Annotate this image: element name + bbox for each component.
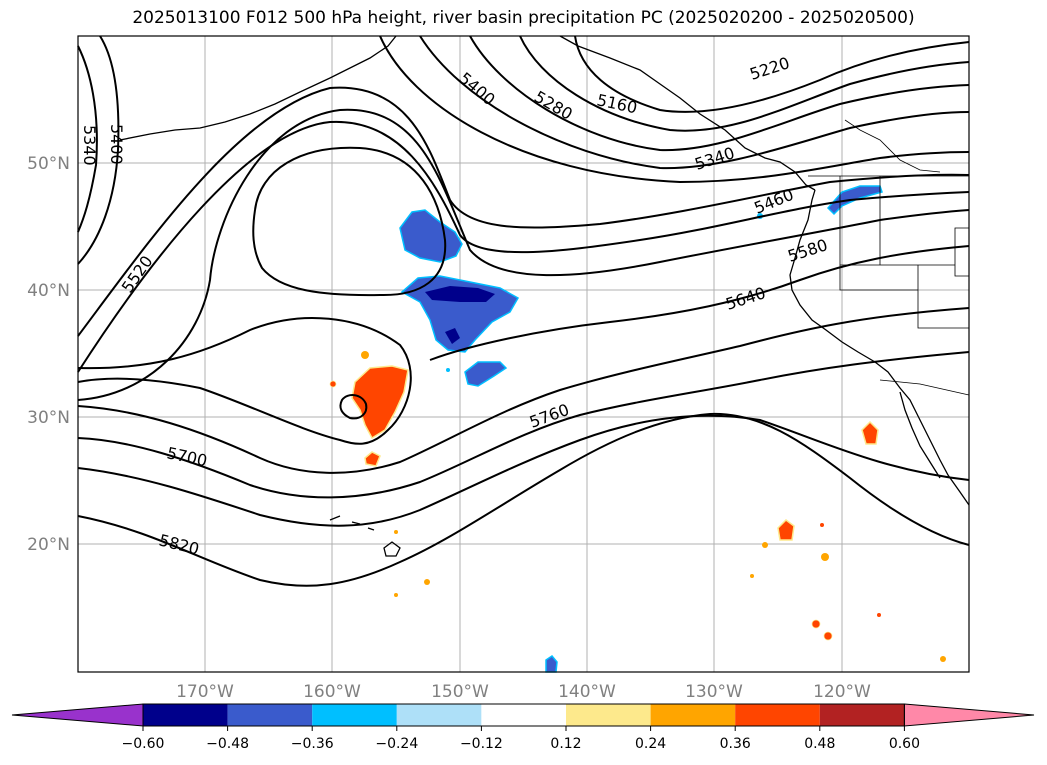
colorbar-segment — [481, 704, 566, 726]
precip-positive-area — [861, 420, 879, 445]
contour-inner-low — [252, 146, 447, 297]
precip-positive-dot — [877, 613, 881, 617]
precip-positive-dot — [750, 574, 754, 578]
precip-positive-dot — [811, 619, 821, 629]
precip-positive-dot — [823, 631, 833, 641]
precip-positive-dot — [361, 351, 369, 359]
baja-peninsula — [899, 391, 941, 479]
precip-strong-negative-area — [445, 328, 460, 344]
colorbar-tick-label: 0.24 — [635, 736, 666, 752]
state-lines — [839, 176, 970, 329]
contour-5820 — [77, 414, 970, 527]
lon-label: 150°W — [431, 682, 489, 702]
aleutian-islands — [119, 35, 397, 141]
colorbar-tick-label: −0.48 — [206, 736, 249, 752]
coastlines — [119, 35, 970, 557]
contour-5760 — [77, 351, 970, 499]
canada-interior — [844, 119, 941, 173]
precip-negative-area — [545, 655, 558, 673]
contour-5640-east — [429, 245, 970, 361]
colorbar-tick-label: 0.12 — [550, 736, 581, 752]
contour-5880 — [77, 412, 970, 587]
longitude-labels: 170°W 160°W 150°W 140°W 130°W 120°W — [176, 682, 871, 702]
lon-label: 160°W — [303, 682, 361, 702]
precip-positive-dot — [762, 542, 768, 548]
precip-negative-area — [464, 361, 508, 387]
west-coast — [789, 189, 970, 506]
contour-5340-west — [77, 45, 98, 233]
colorbar-extend-high — [903, 703, 1035, 727]
colorbar-tick-label: 0.48 — [804, 736, 835, 752]
colorbar-tick-label: −0.36 — [291, 736, 334, 752]
alaska-panhandle — [559, 35, 816, 191]
colorbar-frame — [142, 703, 905, 727]
precip-positive-dot — [394, 530, 398, 534]
lat-label: 30°N — [27, 408, 70, 428]
contour-5160 — [574, 35, 970, 113]
political-borders — [808, 119, 970, 396]
precip-positive-dot — [940, 656, 946, 662]
precip-positive-dot — [820, 523, 824, 527]
colorbar-segment — [396, 704, 482, 726]
contour-5460 — [77, 86, 970, 337]
colorbar: −0.60 −0.48 −0.36 −0.24 −0.12 0.12 0.24 0.36 0.4… — [11, 703, 1035, 752]
contour-5280 — [469, 35, 970, 152]
hawaii-islands — [329, 515, 375, 531]
precip-positive-dot — [329, 380, 337, 388]
contour-5220 — [519, 35, 970, 132]
precip-positive-dot — [424, 579, 430, 585]
hawaii-island — [383, 541, 401, 557]
lon-label: 120°W — [813, 682, 871, 702]
lon-label: 140°W — [558, 682, 616, 702]
precip-strong-negative-area — [425, 286, 495, 302]
mexico-border — [879, 379, 970, 396]
contour-label-5400-west: 5400 — [107, 124, 126, 165]
contour-5520 — [77, 120, 970, 373]
colorbar-tick-label: −0.12 — [460, 736, 503, 752]
colorbar-segment — [735, 704, 820, 726]
lat-label: 40°N — [27, 281, 70, 301]
colorbar-tick-label: −0.60 — [122, 736, 165, 752]
colorbar-segment — [819, 704, 905, 726]
latitude-labels: 50°N 40°N 30°N 20°N — [27, 154, 70, 555]
colorbar-segment — [143, 704, 228, 726]
lon-label: 170°W — [176, 682, 234, 702]
precip-positive-area — [777, 519, 795, 541]
contour-5700 — [77, 307, 970, 474]
precip-negative-dot — [446, 368, 450, 372]
map-title: 2025013100 F012 500 hPa height, river ba… — [132, 8, 915, 28]
contour-5400-east — [379, 35, 970, 184]
contour-5340-east — [419, 35, 970, 170]
plot-area — [78, 36, 969, 672]
precip-negative-area — [399, 209, 463, 263]
colorbar-segment — [227, 704, 313, 726]
lat-label: 20°N — [27, 535, 70, 555]
colorbar-segment — [312, 704, 397, 726]
precip-positive-area — [364, 451, 381, 467]
lat-label: 50°N — [27, 154, 70, 174]
contour-5400-west — [77, 35, 120, 265]
contour-5580 — [77, 108, 970, 401]
lon-label: 130°W — [685, 682, 743, 702]
precip-positive-area — [351, 365, 409, 440]
contour-closed-low — [339, 394, 368, 420]
colorbar-tick-label: 0.60 — [889, 736, 920, 752]
colorbar-segment — [650, 704, 736, 726]
plot-frame — [77, 35, 970, 673]
contour-5640 — [77, 317, 412, 445]
colorbar-tick-label: 0.36 — [720, 736, 751, 752]
colorbar-segment — [566, 704, 651, 726]
precip-positive-dot — [394, 593, 398, 597]
contour-label-5340-west: 5340 — [80, 125, 99, 166]
colorbar-extend-low — [11, 703, 144, 727]
height-contours — [77, 35, 970, 587]
colorbar-tick-label: −0.24 — [375, 736, 418, 752]
precip-positive-dot — [821, 553, 829, 561]
gridlines — [78, 36, 969, 672]
